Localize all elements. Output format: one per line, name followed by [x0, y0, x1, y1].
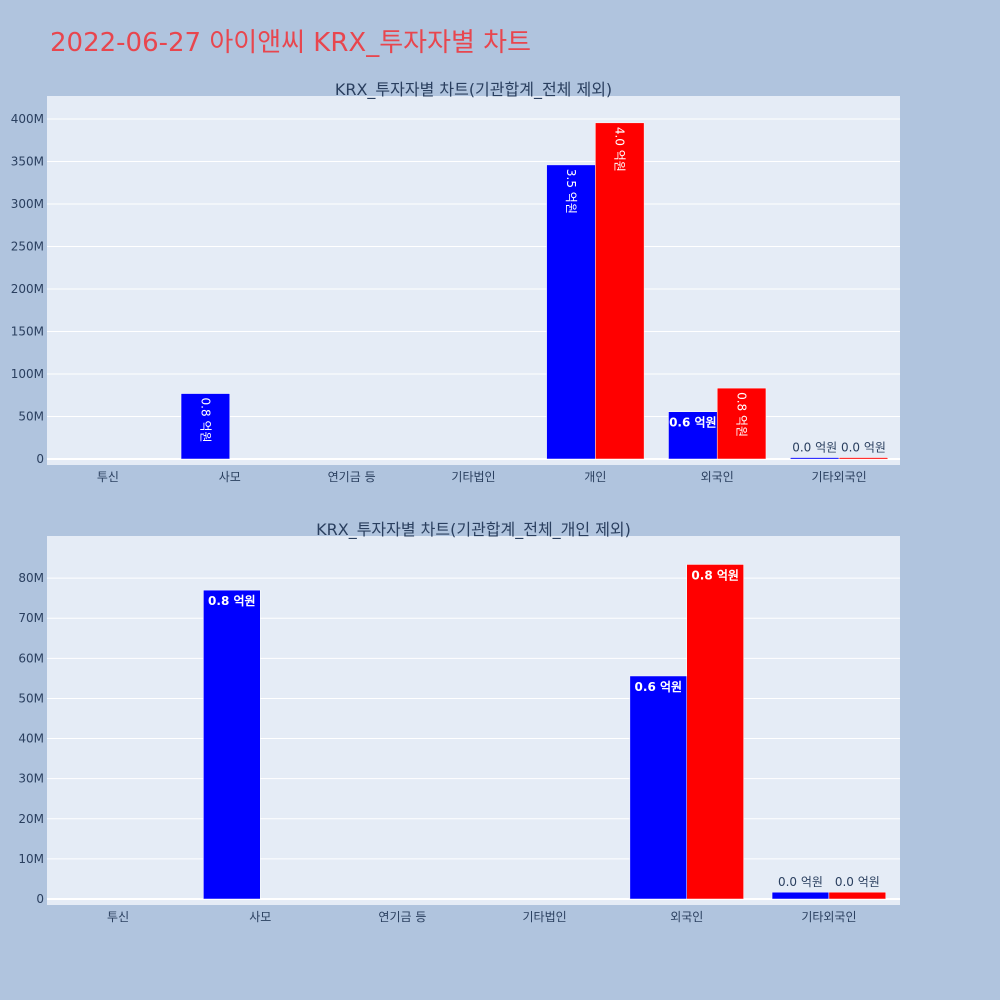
bar-value-label: 0.8 억원 [735, 392, 749, 437]
x-tick-label: 기타외국인 [811, 470, 866, 484]
bar [546, 164, 596, 460]
bar-value-label: 0.0 억원 [778, 875, 823, 889]
plot-area [47, 536, 900, 905]
bar-value-label: 0.8 억원 [208, 594, 256, 608]
y-tick-label: 100M [11, 367, 44, 381]
bar-value-label: 0.0 억원 [792, 441, 837, 455]
y-tick-label: 200M [11, 282, 44, 296]
x-tick-label: 사모 [219, 470, 241, 484]
chart-title: KRX_투자자별 차트(기관합계_전체_개인 제외) [316, 520, 631, 540]
bar-value-label: 4.0 억원 [613, 127, 627, 172]
y-tick-label: 150M [11, 325, 44, 339]
y-tick-label: 40M [18, 732, 44, 746]
bar [771, 891, 830, 900]
x-tick-label: 기타법인 [522, 910, 566, 924]
bar-value-label: 0.8 억원 [198, 398, 212, 443]
x-tick-label: 개인 [584, 470, 606, 484]
x-tick-label: 기타법인 [451, 470, 495, 484]
y-tick-label: 250M [11, 240, 44, 254]
x-tick-label: 외국인 [670, 910, 703, 924]
y-tick-label: 300M [11, 197, 44, 211]
bar-value-label: 3.5 억원 [564, 169, 578, 214]
y-tick-label: 50M [18, 410, 44, 424]
x-tick-label: 외국인 [701, 470, 734, 484]
y-tick-label: 10M [18, 852, 44, 866]
y-tick-label: 0 [36, 452, 44, 466]
bar [686, 564, 744, 900]
bar [716, 387, 767, 460]
bar [790, 457, 840, 460]
bar [180, 393, 231, 460]
y-tick-label: 60M [18, 651, 44, 665]
chart-title: KRX_투자자별 차트(기관합계_전체 제외) [335, 80, 612, 100]
y-tick-label: 70M [18, 611, 44, 625]
bar [828, 891, 887, 900]
y-tick-label: 50M [18, 691, 44, 705]
x-tick-label: 사모 [249, 910, 271, 924]
investor-chart-with-individuals: KRX_투자자별 차트(기관합계_전체 제외) 0 50M 100M 150M 200M 2… [11, 80, 900, 484]
y-tick-label: 20M [18, 812, 44, 826]
y-tick-label: 350M [11, 155, 44, 169]
bar [668, 411, 718, 460]
y-tick-label: 0 [36, 892, 44, 906]
plot-area [47, 96, 900, 465]
y-tick-label: 30M [18, 772, 44, 786]
bar-value-label: 0.6 억원 [669, 416, 717, 430]
bar [629, 675, 688, 900]
y-tick-label: 400M [11, 112, 44, 126]
bar-value-label: 0.0 억원 [835, 875, 880, 889]
bar-value-label: 0.0 억원 [841, 441, 886, 455]
x-tick-label: 투신 [97, 470, 119, 484]
bar-value-label: 0.6 억원 [635, 680, 683, 694]
bar-value-label: 0.8 억원 [691, 568, 739, 582]
x-tick-label: 연기금 등 [378, 910, 426, 924]
x-tick-label: 기타외국인 [801, 910, 856, 924]
x-tick-label: 연기금 등 [328, 470, 376, 484]
x-tick-label: 투신 [107, 910, 129, 924]
page-title: 2022-06-27 아이앤씨 KRX_투자자별 차트 [50, 28, 532, 58]
bar [838, 457, 889, 460]
bar [203, 589, 261, 900]
investor-chart-excluding-individuals: KRX_투자자별 차트(기관합계_전체_개인 제외) 0 10M 20M 30M 40M 5… [18, 520, 900, 924]
bar [595, 122, 645, 460]
y-tick-label: 80M [18, 571, 44, 585]
